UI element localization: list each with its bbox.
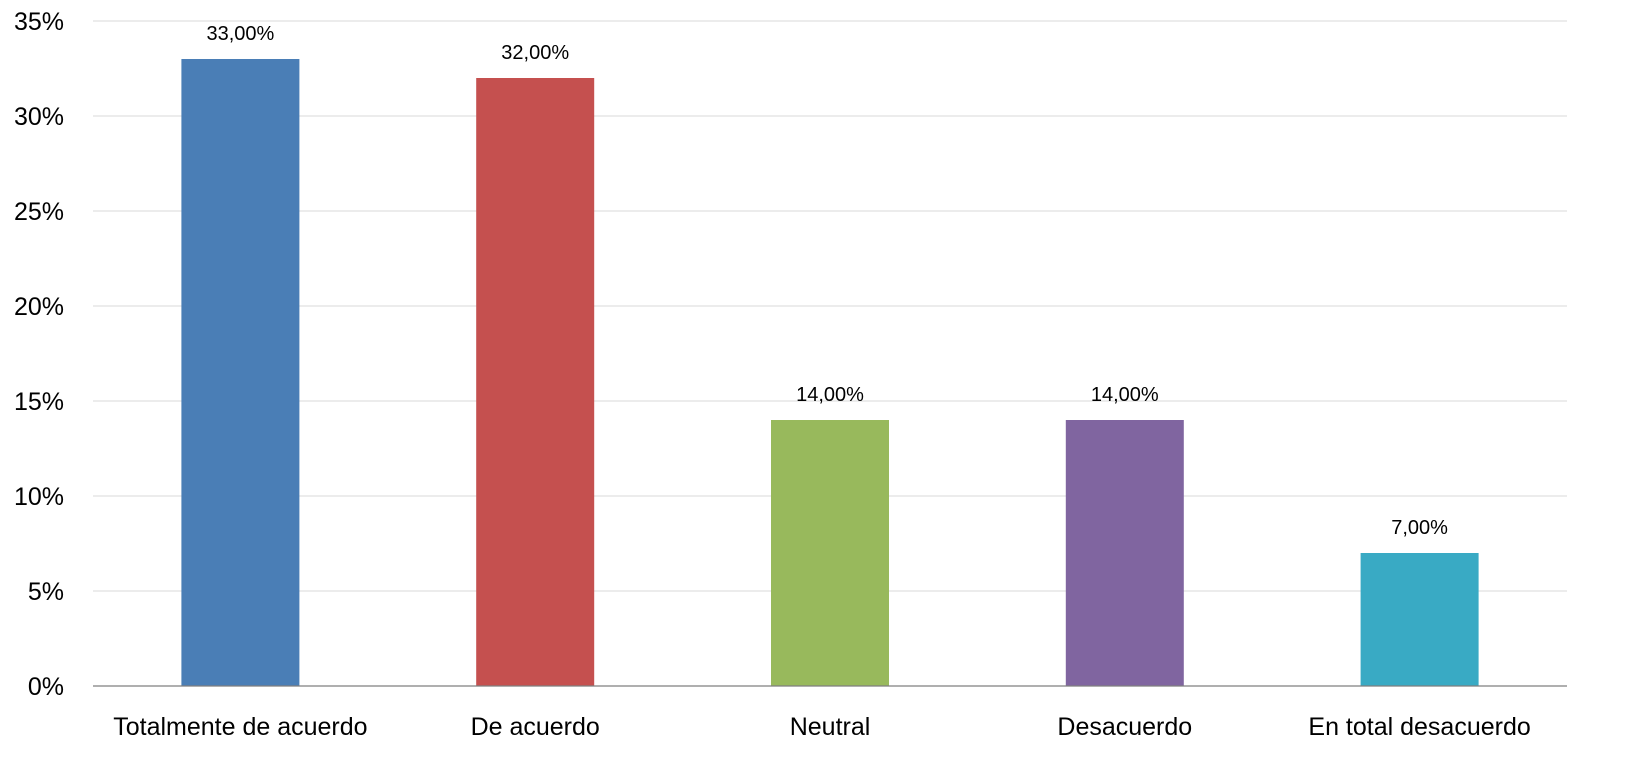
gridlines xyxy=(93,20,1567,592)
bar xyxy=(771,420,889,686)
y-tick-label: 20% xyxy=(14,293,64,321)
x-tick-label: Totalmente de acuerdo xyxy=(113,713,367,741)
x-tick-label: En total desacuerdo xyxy=(1308,713,1530,741)
bars xyxy=(181,59,1479,686)
y-tick-label: 35% xyxy=(14,8,64,36)
data-label: 14,00% xyxy=(1091,384,1159,406)
bar xyxy=(181,59,300,686)
y-tick-label: 10% xyxy=(14,483,64,511)
bar xyxy=(1360,553,1479,686)
y-tick-label: 5% xyxy=(28,578,64,606)
x-tick-label: De acuerdo xyxy=(471,713,600,741)
data-label: 7,00% xyxy=(1391,517,1448,539)
data-label: 33,00% xyxy=(206,23,274,45)
data-label: 32,00% xyxy=(501,42,569,64)
y-tick-label: 25% xyxy=(14,198,64,226)
y-tick-label: 15% xyxy=(14,388,64,416)
y-tick-label: 0% xyxy=(28,673,64,701)
x-tick-label: Desacuerdo xyxy=(1057,713,1192,741)
bar xyxy=(476,78,595,686)
x-tick-label: Neutral xyxy=(790,713,871,741)
data-label: 14,00% xyxy=(796,384,864,406)
category-labels: Totalmente de acuerdo De acuerdo Neutral De… xyxy=(113,713,1531,741)
y-tick-label: 30% xyxy=(14,103,64,131)
y-axis-tick-labels: 0% 5% 10% 15% 20% 25% 30% 35% xyxy=(14,8,64,701)
bar xyxy=(1065,420,1184,686)
data-labels: 33,00% 32,00% 14,00% 14,00% 7,00% xyxy=(206,23,1448,539)
